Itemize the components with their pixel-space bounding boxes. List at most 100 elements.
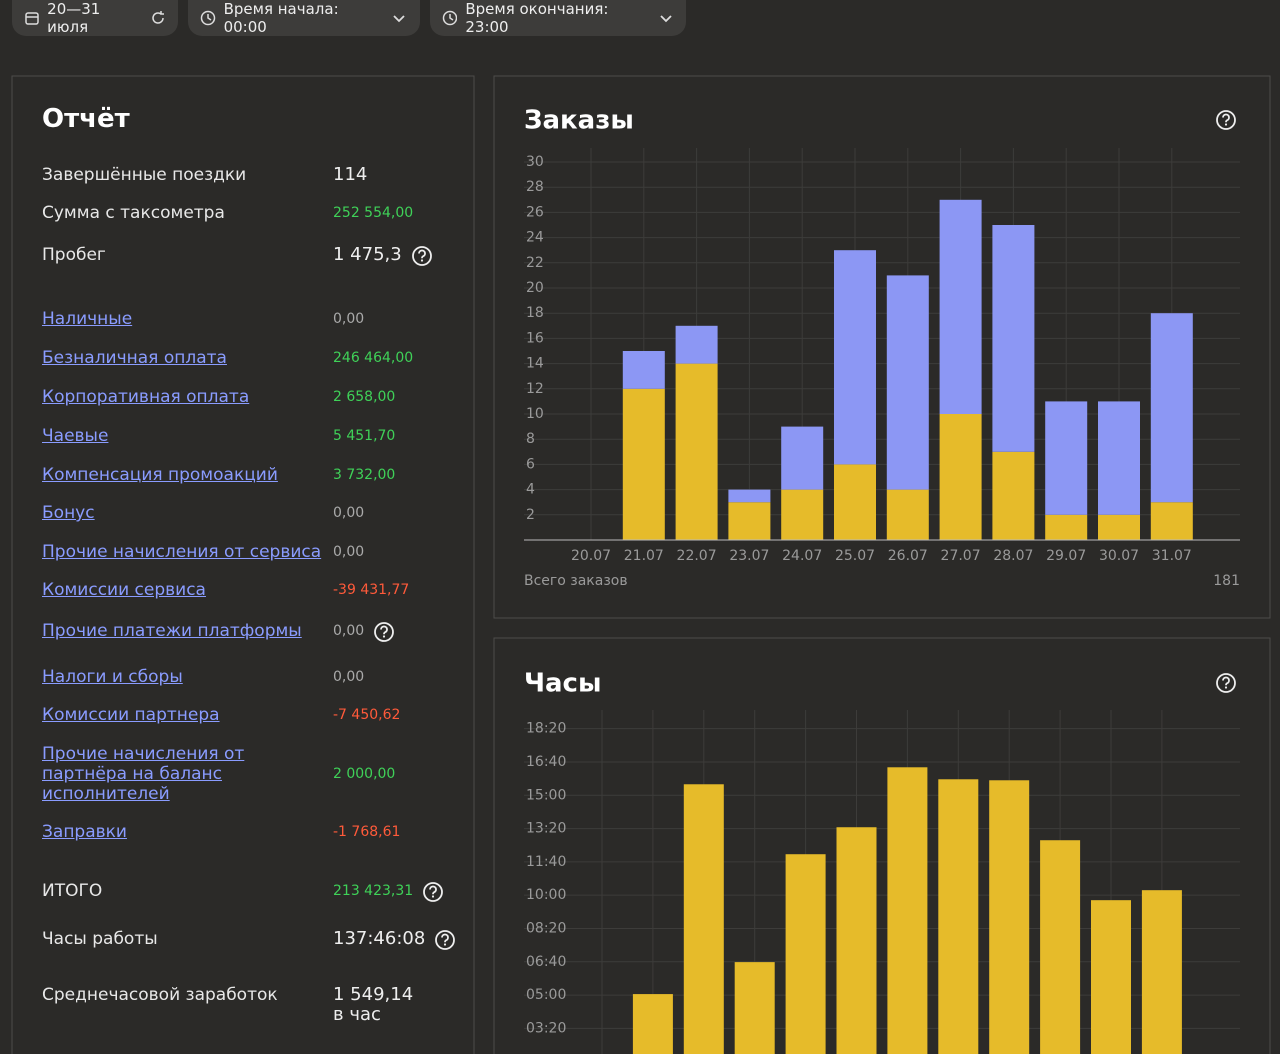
row-label[interactable]: Комиссии партнера — [42, 705, 220, 725]
row-label[interactable]: Бонус — [42, 503, 95, 523]
bar-segment — [939, 414, 982, 540]
bar — [683, 784, 724, 1054]
x-tick-label: 20.07 — [571, 548, 611, 564]
calendar-icon — [25, 12, 39, 25]
help-icon[interactable] — [435, 930, 455, 950]
chart-title: Часы — [524, 669, 601, 699]
x-tick-label: 24.07 — [782, 548, 822, 564]
help-mark — [429, 885, 437, 895]
y-tick-label: 14 — [526, 356, 544, 372]
bar-segment — [675, 363, 718, 540]
y-tick-label: 03:20 — [526, 1020, 566, 1036]
y-tick-label: 20 — [526, 280, 544, 296]
bar — [938, 779, 979, 1054]
row-label: Сумма с таксометра — [42, 203, 225, 223]
x-tick-label: 31.07 — [1152, 548, 1192, 564]
row-value: 1 549,14 в час — [333, 984, 414, 1025]
row-value: -7 450,62 — [333, 707, 401, 723]
help-mark — [1222, 676, 1230, 686]
help-dot — [431, 895, 435, 898]
help-icon[interactable] — [1216, 673, 1236, 693]
help-circle — [1216, 673, 1236, 693]
date-filter[interactable]: 20—31 июля — [12, 0, 178, 36]
help-icon[interactable] — [412, 246, 432, 266]
y-tick-label: 06:40 — [526, 954, 566, 970]
row-label[interactable]: Безналичная оплата — [42, 348, 227, 368]
x-tick-label: 30.07 — [1099, 548, 1139, 564]
row-value: 114 — [333, 164, 368, 185]
x-tick-label: 27.07 — [941, 548, 981, 564]
row-label[interactable]: Корпоративная оплата — [42, 387, 250, 407]
row-label[interactable]: Чаевые — [42, 426, 109, 446]
y-tick-label: 08:20 — [526, 920, 566, 936]
help-circle — [435, 930, 455, 950]
bar-segment — [622, 351, 665, 389]
help-icon[interactable] — [423, 882, 443, 902]
row-label: Завершённые поездки — [42, 165, 247, 185]
row-value: -1 768,61 — [333, 824, 401, 840]
y-tick-label: 22 — [526, 255, 544, 271]
clock-icon — [200, 10, 216, 26]
orders-panel — [493, 75, 1271, 619]
row-value: 246 464,00 — [333, 350, 414, 366]
total-label: Всего заказов — [524, 573, 628, 589]
row-label: Часы работы — [42, 929, 158, 949]
row-label[interactable]: Заправки — [42, 822, 127, 842]
help-dot — [382, 635, 386, 638]
help-dot — [443, 943, 447, 946]
row-label[interactable]: Налоги и сборы — [42, 667, 183, 687]
chevron — [393, 15, 406, 23]
help-icon[interactable] — [1216, 110, 1236, 130]
bar-segment — [1045, 514, 1088, 540]
help-circle — [1216, 110, 1236, 130]
y-tick-label: 2 — [526, 507, 535, 523]
row-value: 252 554,00 — [333, 205, 414, 221]
help-circle — [423, 882, 443, 902]
report-panel — [11, 75, 475, 1054]
row-label[interactable]: Прочие начисления от сервиса — [42, 542, 322, 562]
row-label: ИТОГО — [42, 881, 103, 901]
start-time: Время начала: 00:00 — [223, 0, 339, 36]
row-value: 213 423,31 — [333, 883, 414, 899]
y-tick-label: 12 — [526, 381, 544, 397]
row-value: 0,00 — [333, 311, 365, 327]
bar-segment — [939, 199, 982, 414]
row-label[interactable]: Прочие платежи платформы — [42, 621, 302, 641]
x-tick-label: 23.07 — [729, 548, 769, 564]
y-tick-label: 11:40 — [526, 854, 566, 870]
row-value: 2 658,00 — [333, 389, 396, 405]
help-icon[interactable] — [374, 622, 394, 642]
bar — [887, 767, 928, 1054]
row-value: 137:46:08 — [333, 928, 426, 949]
row-value: 1 475,3 — [333, 244, 402, 265]
bar-segment — [781, 489, 824, 540]
row-label: Среднечасовой заработок — [42, 985, 278, 1005]
bar-segment — [992, 225, 1035, 452]
start-filter[interactable]: Время начала: 00:00 — [188, 0, 420, 36]
reset-icon[interactable] — [149, 9, 166, 27]
bar-segment — [1098, 401, 1140, 515]
row-label[interactable]: Прочие начисления от партнёра на баланс … — [42, 744, 245, 804]
row-value: 0,00 — [333, 544, 365, 560]
chart-title: Заказы — [524, 106, 634, 136]
end-filter[interactable]: Время окончания: 23:00 — [430, 0, 686, 36]
bar-segment — [992, 451, 1035, 540]
y-tick-label: 05:00 — [526, 987, 566, 1003]
help-mark — [418, 249, 426, 259]
y-tick-label: 16:40 — [526, 754, 566, 770]
row-value: 0,00 — [333, 623, 365, 639]
help-dot — [1224, 686, 1228, 689]
row-label[interactable]: Компенсация промоакций — [42, 465, 278, 485]
row-label[interactable]: Комиссии сервиса — [42, 580, 206, 600]
x-tick-label: 28.07 — [993, 548, 1033, 564]
row-label[interactable]: Наличные — [42, 309, 133, 329]
bar-segment — [886, 275, 929, 490]
x-tick-label: 21.07 — [624, 548, 664, 564]
x-tick-label: 25.07 — [835, 548, 875, 564]
bar-segment — [886, 489, 929, 540]
y-tick-label: 30 — [526, 154, 544, 170]
row-value: 0,00 — [333, 669, 365, 685]
bar-segment — [1150, 313, 1193, 503]
